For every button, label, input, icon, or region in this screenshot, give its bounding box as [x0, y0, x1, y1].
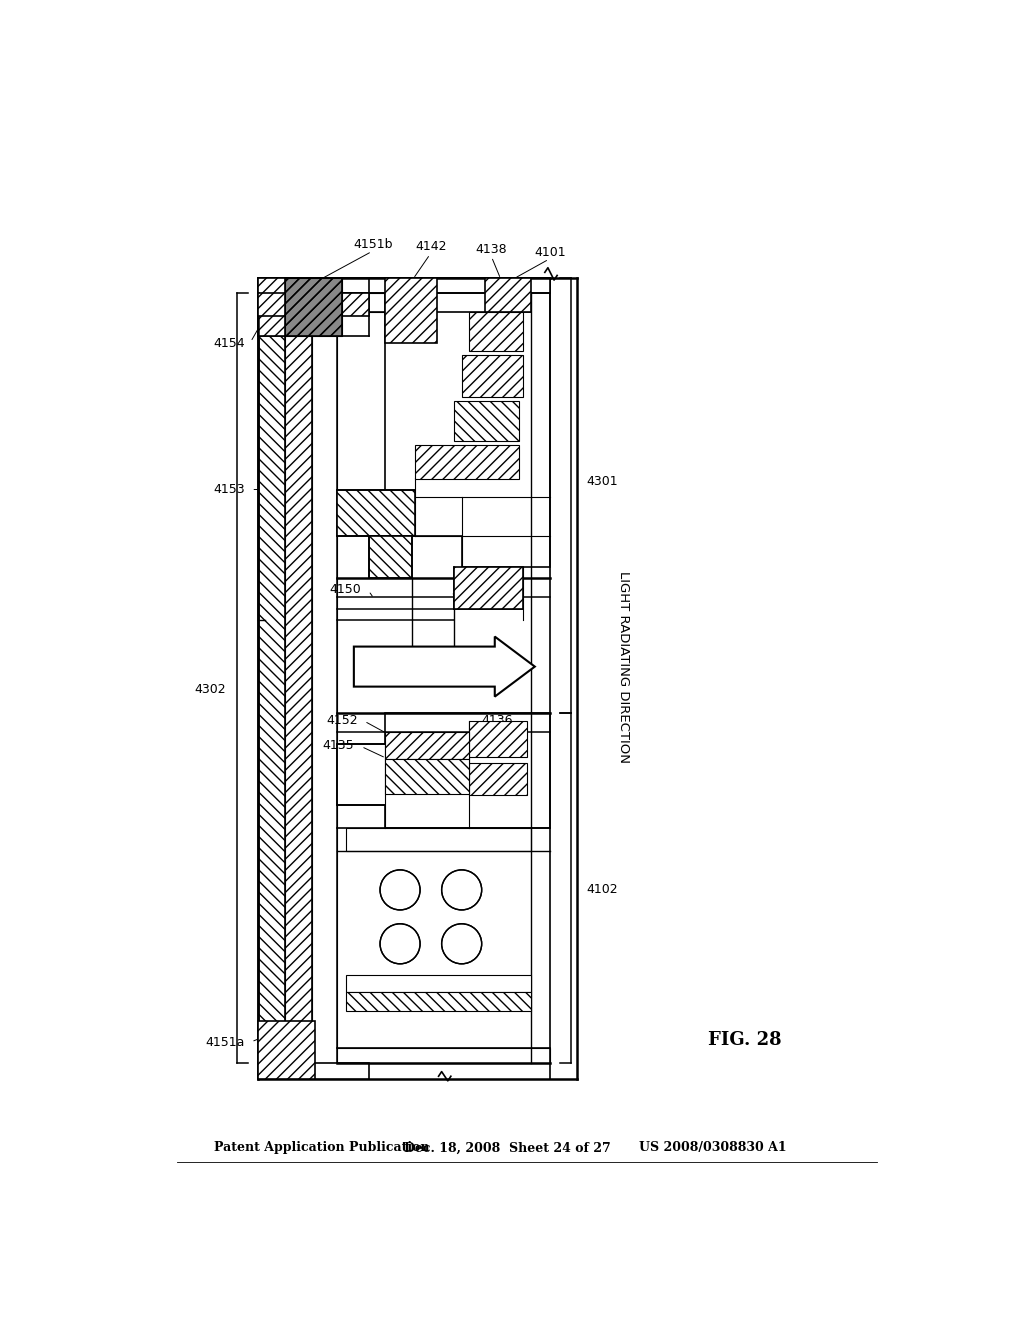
Text: 4154: 4154	[213, 337, 245, 350]
Bar	[346, 829, 531, 851]
Text: 4153: 4153	[213, 483, 245, 496]
Text: 4101: 4101	[535, 246, 566, 259]
FancyArrow shape	[354, 636, 535, 697]
Bar	[416, 445, 519, 479]
Bar	[337, 1048, 550, 1063]
Text: 4136: 4136	[481, 714, 512, 727]
Bar	[462, 355, 523, 397]
Bar	[346, 974, 531, 991]
Bar	[285, 277, 342, 335]
Bar	[346, 991, 531, 1011]
Text: 4150: 4150	[330, 583, 361, 597]
Bar	[469, 313, 523, 351]
Bar	[454, 401, 519, 441]
Text: 4151b: 4151b	[353, 238, 393, 251]
Text: LIGHT RADIATING DIRECTION: LIGHT RADIATING DIRECTION	[616, 570, 630, 763]
Bar	[454, 566, 523, 609]
Circle shape	[380, 870, 420, 909]
Bar	[385, 759, 469, 793]
Text: Dec. 18, 2008  Sheet 24 of 27: Dec. 18, 2008 Sheet 24 of 27	[403, 1142, 610, 1155]
Text: 4142: 4142	[415, 240, 446, 253]
Text: FIG. 28: FIG. 28	[708, 1031, 781, 1049]
Bar	[385, 277, 437, 343]
Text: 4152: 4152	[326, 714, 357, 727]
Polygon shape	[337, 713, 550, 829]
Bar	[337, 277, 550, 293]
Bar	[258, 277, 315, 335]
Bar	[258, 1063, 370, 1078]
Text: US 2008/0308830 A1: US 2008/0308830 A1	[639, 1142, 786, 1155]
Bar	[370, 536, 412, 578]
Text: 4301: 4301	[587, 475, 618, 488]
Text: 4102: 4102	[587, 883, 618, 896]
Text: 4138: 4138	[475, 243, 507, 256]
Circle shape	[380, 924, 420, 964]
Bar	[484, 277, 531, 313]
Bar	[441, 870, 481, 909]
Bar	[285, 293, 311, 1063]
Bar	[258, 293, 370, 317]
Circle shape	[441, 924, 481, 964]
Bar	[469, 721, 527, 758]
Bar	[258, 293, 285, 1063]
Bar	[337, 490, 416, 536]
Text: 4151a: 4151a	[205, 1036, 245, 1049]
Bar	[469, 763, 527, 795]
Bar	[385, 733, 469, 759]
Bar	[258, 277, 370, 293]
Text: 4141: 4141	[453, 583, 484, 597]
Bar	[337, 293, 531, 313]
Bar	[380, 924, 420, 964]
Bar	[311, 293, 337, 1063]
Text: 4135: 4135	[323, 739, 354, 752]
Bar	[441, 924, 481, 964]
Text: 4302: 4302	[195, 684, 226, 696]
Bar	[285, 277, 342, 335]
Circle shape	[441, 870, 481, 909]
Text: Patent Application Publication: Patent Application Publication	[214, 1142, 429, 1155]
Bar	[380, 870, 420, 909]
Bar	[258, 1020, 315, 1078]
Polygon shape	[385, 277, 550, 566]
